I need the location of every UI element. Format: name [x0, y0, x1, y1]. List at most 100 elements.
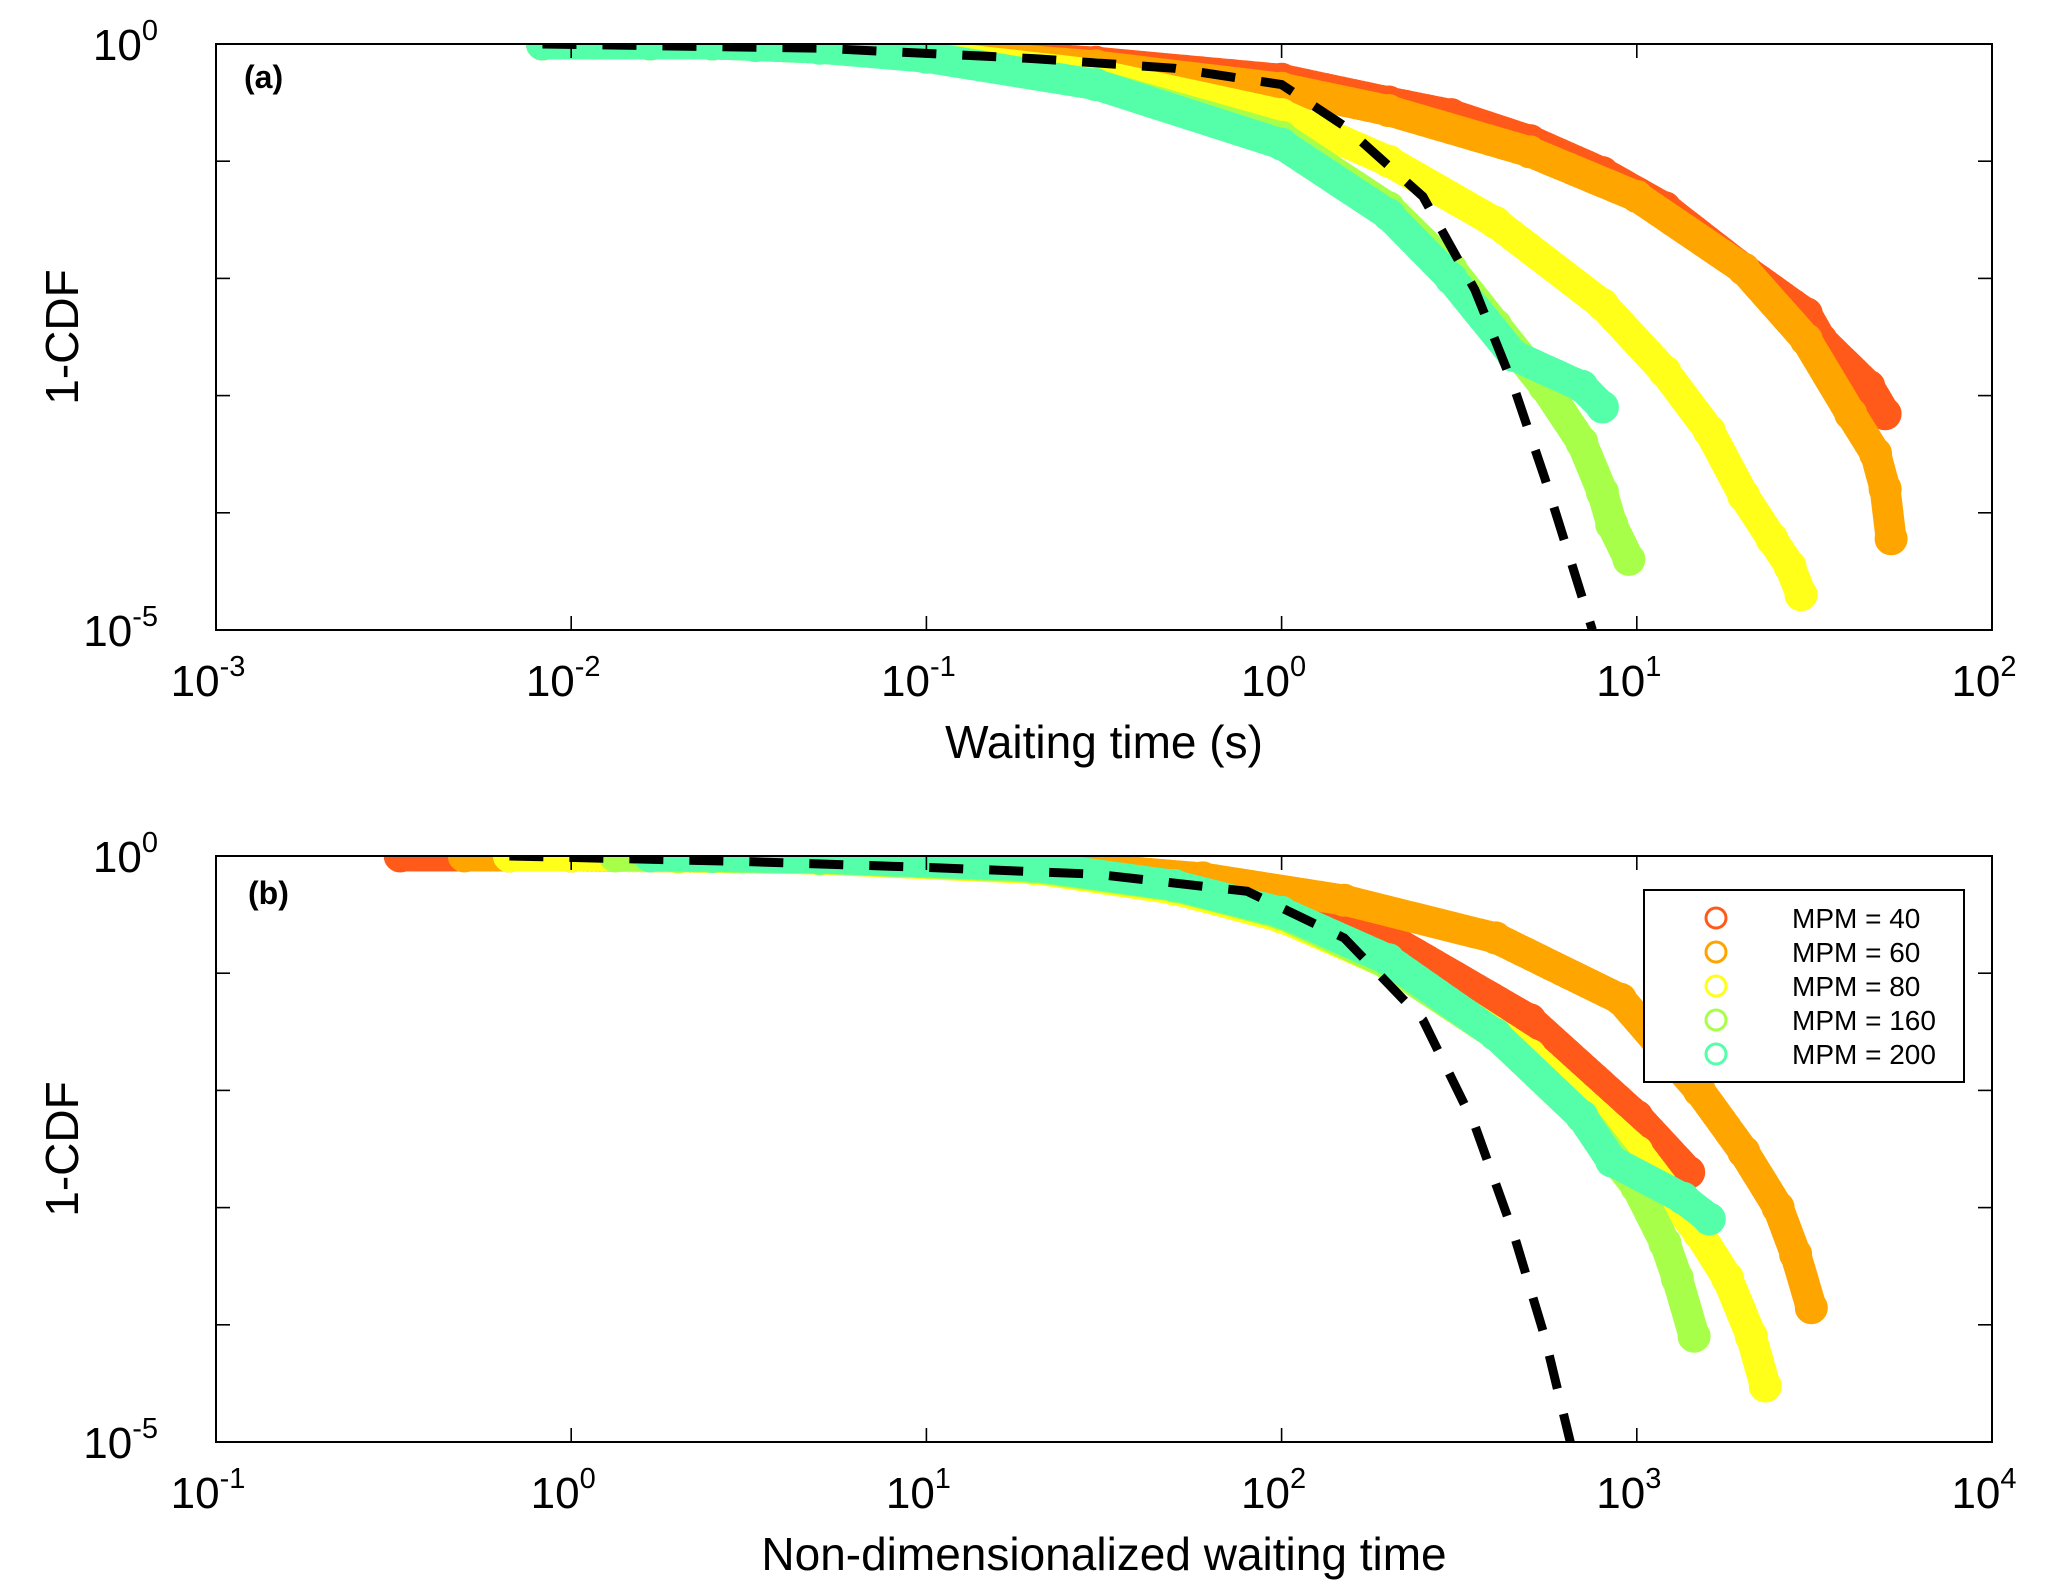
legend-marker — [1704, 974, 1728, 998]
data-point — [1874, 522, 1908, 556]
data-point — [1834, 397, 1868, 431]
x-axis-label-a: Waiting time (s) — [945, 716, 1263, 768]
axes-frame-a — [215, 43, 1993, 631]
y-tick-label: 100 — [93, 827, 158, 882]
plot-area-b — [383, 856, 1828, 1442]
fit-dashed-line — [542, 44, 1597, 630]
y-axis-label-a: 1-CDF — [36, 269, 88, 404]
data-point — [1677, 1319, 1711, 1353]
y-axis-label-b: 1-CDF — [36, 1081, 88, 1216]
x-tick-label: 104 — [1951, 1463, 2016, 1518]
data-point — [1372, 144, 1405, 178]
data-point — [1372, 94, 1405, 128]
data-point — [383, 856, 417, 873]
legend-label: MPM = 40 — [1792, 903, 1920, 934]
data-point — [1794, 1291, 1828, 1325]
data-point — [633, 856, 667, 873]
ticks-b: 10-1 100 101 102 103 104 10-5 100 — [83, 827, 2016, 1518]
data-point — [1585, 475, 1619, 509]
data-point — [1692, 414, 1726, 448]
data-point — [1868, 472, 1902, 506]
x-tick-label: 101 — [886, 1463, 951, 1518]
data-point — [1692, 1202, 1726, 1236]
data-point — [1789, 323, 1823, 357]
legend-label: MPM = 60 — [1792, 937, 1920, 968]
data-point — [1565, 1099, 1599, 1133]
data-point — [1852, 369, 1886, 403]
x-axis-label-b: Non-dimensionalized waiting time — [761, 1528, 1446, 1580]
data-point — [1585, 287, 1619, 321]
series-40-group — [383, 856, 1706, 1189]
series-200-group — [633, 856, 1726, 1236]
x-tick-label: 10-2 — [526, 651, 601, 706]
data-point — [1868, 397, 1902, 431]
data-point — [447, 856, 481, 873]
legend-box — [1643, 889, 1965, 1083]
data-point — [1755, 522, 1789, 556]
data-point — [1612, 542, 1646, 576]
fit-dashed-line — [509, 856, 1575, 1442]
y-tick-label: 10-5 — [83, 601, 158, 656]
data-point — [633, 44, 667, 61]
data-point — [1016, 856, 1050, 883]
axes-frame-b — [215, 855, 1993, 1443]
data-point — [1648, 355, 1682, 389]
data-point — [1372, 198, 1405, 232]
x-tick-label: 10-1 — [171, 1463, 246, 1518]
panel-b: 10-1 100 101 102 103 104 10-5 100 (b) Non-dimen… — [36, 827, 2017, 1580]
data-point — [1620, 1099, 1654, 1133]
x-tick-label: 10-3 — [171, 651, 246, 706]
data-point — [1727, 252, 1761, 286]
legend-marker — [1704, 1042, 1728, 1066]
data-point — [1565, 369, 1599, 403]
data-point — [1748, 1369, 1782, 1403]
data-point — [1513, 1003, 1547, 1037]
data-point — [1513, 135, 1547, 169]
data-point — [1479, 206, 1512, 239]
data-point — [696, 44, 729, 61]
x-tick-label: 102 — [1241, 1463, 1306, 1518]
data-point — [1711, 1261, 1744, 1295]
y-tick-label: 100 — [93, 15, 158, 70]
data-point — [1372, 943, 1405, 977]
data-point — [1565, 425, 1599, 459]
x-tick-label: 101 — [1596, 651, 1661, 706]
data-point — [803, 856, 836, 875]
x-tick-label: 100 — [531, 1463, 596, 1518]
data-point — [1648, 1226, 1682, 1260]
data-point — [1734, 1319, 1768, 1353]
legend-label: MPM = 80 — [1792, 971, 1920, 1002]
legend-label: MPM = 160 — [1792, 1005, 1936, 1036]
data-point — [1479, 1018, 1512, 1051]
data-point — [1727, 479, 1761, 513]
data-point — [1327, 883, 1361, 917]
data-point — [1620, 180, 1654, 213]
legend-marker — [1704, 1008, 1728, 1032]
y-tick-label: 10-5 — [83, 1413, 158, 1468]
x-tick-label: 10-1 — [881, 651, 956, 706]
x-tick-label: 102 — [1951, 651, 2016, 706]
data-point — [1585, 390, 1619, 424]
data-point — [1434, 261, 1468, 295]
legend-label: MPM = 200 — [1792, 1039, 1936, 1070]
data-point — [1784, 578, 1818, 612]
data-point — [1079, 68, 1113, 102]
data-point — [1265, 127, 1299, 161]
panel-label-a: (a) — [244, 59, 283, 95]
data-point — [1479, 921, 1512, 955]
x-tick-label: 100 — [1241, 651, 1306, 706]
data-point — [1779, 1237, 1813, 1271]
data-point — [1859, 437, 1892, 471]
data-point — [492, 856, 526, 873]
panel-a: 10-3 10-2 10-1 100 101 102 10-5 100 (a) Waiting… — [36, 15, 2017, 768]
data-point — [1727, 1135, 1761, 1169]
data-point — [1595, 1144, 1629, 1178]
series-200-group — [526, 44, 1619, 424]
data-point — [1666, 1181, 1700, 1215]
x-tick-label: 103 — [1596, 1463, 1661, 1518]
data-point — [526, 44, 559, 61]
data-point — [1595, 507, 1629, 541]
panel-label-b: (b) — [248, 875, 289, 911]
